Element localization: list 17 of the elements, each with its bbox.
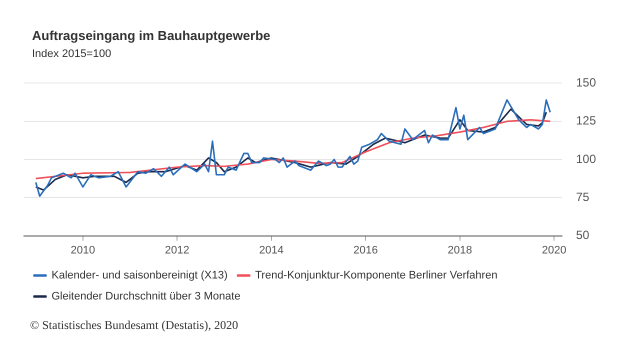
y-tick-label: 75 bbox=[576, 190, 590, 204]
x-tick-label: 2020 bbox=[542, 244, 566, 256]
x-tick-label: 2016 bbox=[353, 244, 378, 256]
text: © Statistisches Bundesamt (Destatis), 2020 bbox=[30, 318, 238, 333]
x-tick-label: 2014 bbox=[259, 244, 284, 256]
chart-subtitle: Index 2015=100 bbox=[32, 48, 112, 60]
legend-label: Kalender- und saisonbereinigt (X13) bbox=[52, 270, 228, 282]
y-tick-label: 150 bbox=[576, 76, 596, 90]
y-tick-label: 50 bbox=[576, 228, 590, 242]
x-tick-label: 2018 bbox=[448, 244, 472, 256]
legend-label: Gleitender Durchschnitt über 3 Monate bbox=[52, 290, 240, 303]
legend-label: Trend-Konjunktur-Komponente Berliner Verfahren bbox=[255, 270, 498, 282]
x-tick-label: 2012 bbox=[164, 244, 190, 256]
chart-title: Auftragseingang im Bauhauptgewerbe bbox=[32, 28, 270, 43]
y-tick-label: 125 bbox=[576, 114, 596, 128]
y-tick-label: 100 bbox=[576, 152, 596, 166]
x-tick-label: 2010 bbox=[70, 244, 96, 256]
